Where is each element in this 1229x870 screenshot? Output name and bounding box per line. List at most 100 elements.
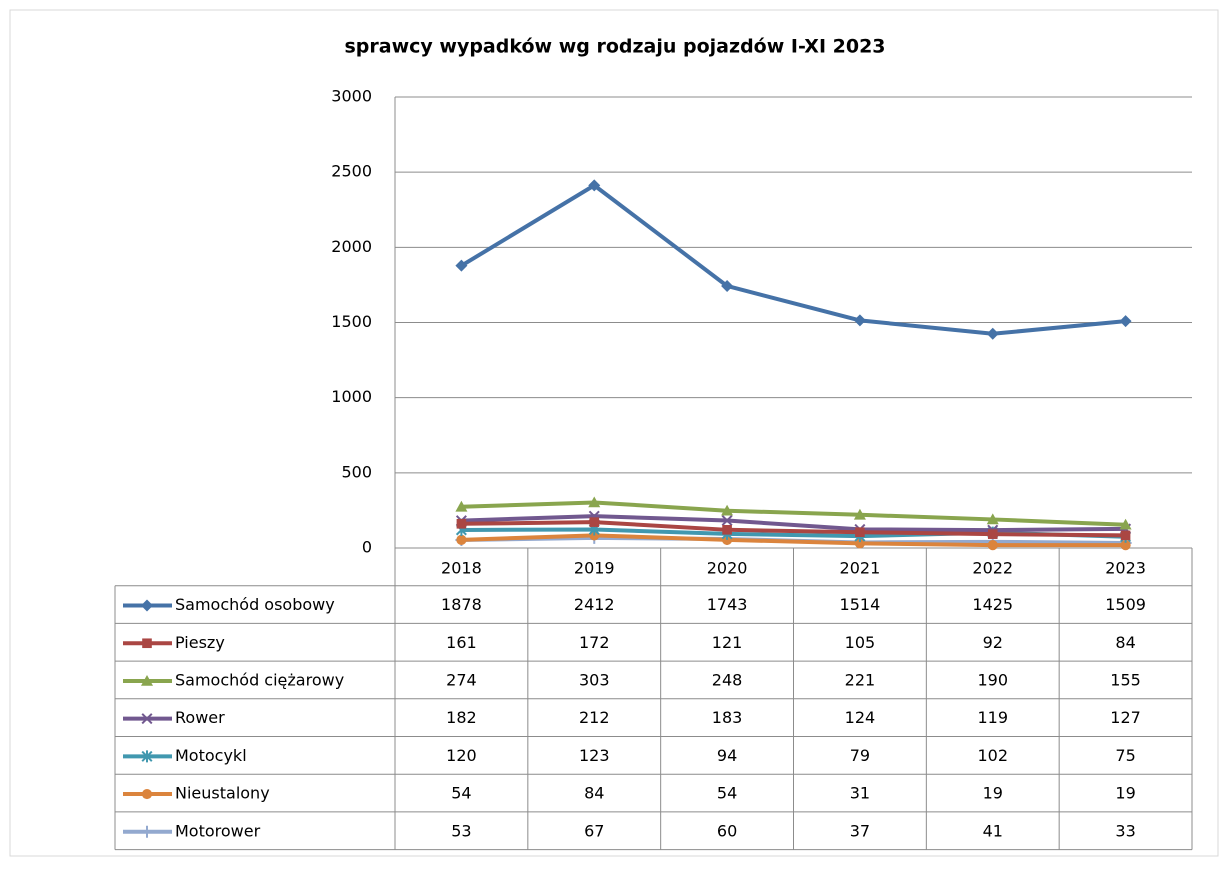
y-tick-label: 0 (362, 538, 372, 557)
table-cell: 183 (712, 708, 743, 727)
y-tick-label: 3000 (331, 87, 372, 106)
table-cell: 19 (983, 784, 1003, 803)
table-cell: 119 (977, 708, 1008, 727)
marker (1120, 540, 1131, 551)
legend-label: Motocykl (175, 746, 247, 765)
table-cell: 67 (584, 821, 604, 840)
legend-label: Samochód ciężarowy (175, 670, 344, 689)
table-cell: 212 (579, 708, 610, 727)
marker (721, 279, 734, 292)
table-cell: 33 (1115, 821, 1135, 840)
table-cell: 54 (451, 784, 471, 803)
x-tick-label: 2023 (1105, 558, 1146, 577)
legend-label: Rower (175, 708, 225, 727)
table-cell: 1743 (707, 595, 748, 614)
table-cell: 102 (977, 746, 1008, 765)
marker (987, 540, 998, 551)
chart-title: sprawcy wypadków wg rodzaju pojazdów I-X… (344, 36, 885, 58)
legend-label: Samochód osobowy (175, 595, 335, 614)
series-line (461, 520, 1126, 538)
table-cell: 105 (845, 633, 876, 652)
table-cell: 84 (584, 784, 604, 803)
marker (854, 538, 866, 549)
marker (588, 496, 601, 508)
marker (588, 179, 601, 192)
marker (455, 259, 468, 272)
marker (853, 314, 866, 327)
marker (1119, 315, 1132, 328)
table-cell: 53 (451, 821, 471, 840)
marker (456, 534, 467, 545)
marker (141, 825, 153, 838)
marker (1119, 518, 1132, 530)
marker (721, 514, 733, 526)
x-tick-label: 2022 (972, 558, 1013, 577)
x-tick-label: 2021 (840, 558, 881, 577)
table-cell: 248 (712, 670, 743, 689)
marker (141, 599, 153, 612)
x-tick-label: 2018 (441, 558, 482, 577)
table-cell: 161 (446, 633, 477, 652)
table-cell: 31 (850, 784, 870, 803)
table-cell: 221 (845, 670, 876, 689)
y-tick-label: 500 (341, 462, 372, 481)
series-line (461, 514, 1126, 533)
table-cell: 41 (983, 821, 1003, 840)
series-line (461, 533, 1126, 548)
marker (141, 788, 153, 800)
table-cell: 1509 (1105, 595, 1146, 614)
table-cell: 60 (717, 821, 737, 840)
marker (853, 508, 866, 520)
marker (455, 500, 468, 512)
table-cell: 84 (1115, 633, 1135, 652)
marker (456, 518, 467, 529)
table-cell: 1878 (441, 595, 482, 614)
table-cell: 54 (717, 784, 737, 803)
table-cell: 182 (446, 708, 477, 727)
table-cell: 190 (977, 670, 1008, 689)
marker (142, 638, 152, 649)
table-cell: 124 (845, 708, 876, 727)
series-line (461, 500, 1126, 527)
table-cell: 155 (1110, 670, 1141, 689)
legend-label: Pieszy (175, 633, 225, 652)
table-cell: 2412 (574, 595, 615, 614)
marker (722, 525, 732, 535)
x-tick-label: 2019 (574, 558, 615, 577)
marker (141, 674, 153, 686)
x-tick-label: 2020 (707, 558, 748, 577)
chart-border (9, 9, 1219, 857)
marker (986, 327, 999, 340)
table-cell: 172 (579, 633, 610, 652)
table-cell: 123 (579, 746, 610, 765)
table-cell: 92 (983, 633, 1003, 652)
table-cell: 37 (850, 821, 870, 840)
legend-label: Motorower (175, 821, 261, 840)
marker (721, 504, 734, 516)
marker (141, 713, 153, 725)
table-cell: 120 (446, 746, 477, 765)
table-cell: 121 (712, 633, 743, 652)
marker (141, 750, 153, 763)
y-tick-label: 2500 (331, 162, 372, 181)
marker (589, 517, 600, 527)
table-cell: 127 (1110, 708, 1141, 727)
marker (987, 529, 998, 539)
series-line (460, 183, 1126, 336)
table-cell: 303 (579, 670, 610, 689)
table-cell: 75 (1115, 746, 1135, 765)
marker (986, 513, 999, 525)
marker (855, 527, 865, 538)
marker (1120, 530, 1131, 541)
legend-label: Nieustalony (175, 784, 270, 803)
y-tick-label: 1500 (331, 312, 372, 331)
table-cell: 1425 (972, 595, 1013, 614)
y-tick-label: 2000 (331, 237, 372, 256)
table-cell: 274 (446, 670, 477, 689)
table-cell: 94 (717, 746, 737, 765)
table-cell: 19 (1115, 784, 1135, 803)
table-cell: 79 (850, 746, 870, 765)
table-cell: 1514 (840, 595, 881, 614)
y-tick-label: 1000 (331, 387, 372, 406)
